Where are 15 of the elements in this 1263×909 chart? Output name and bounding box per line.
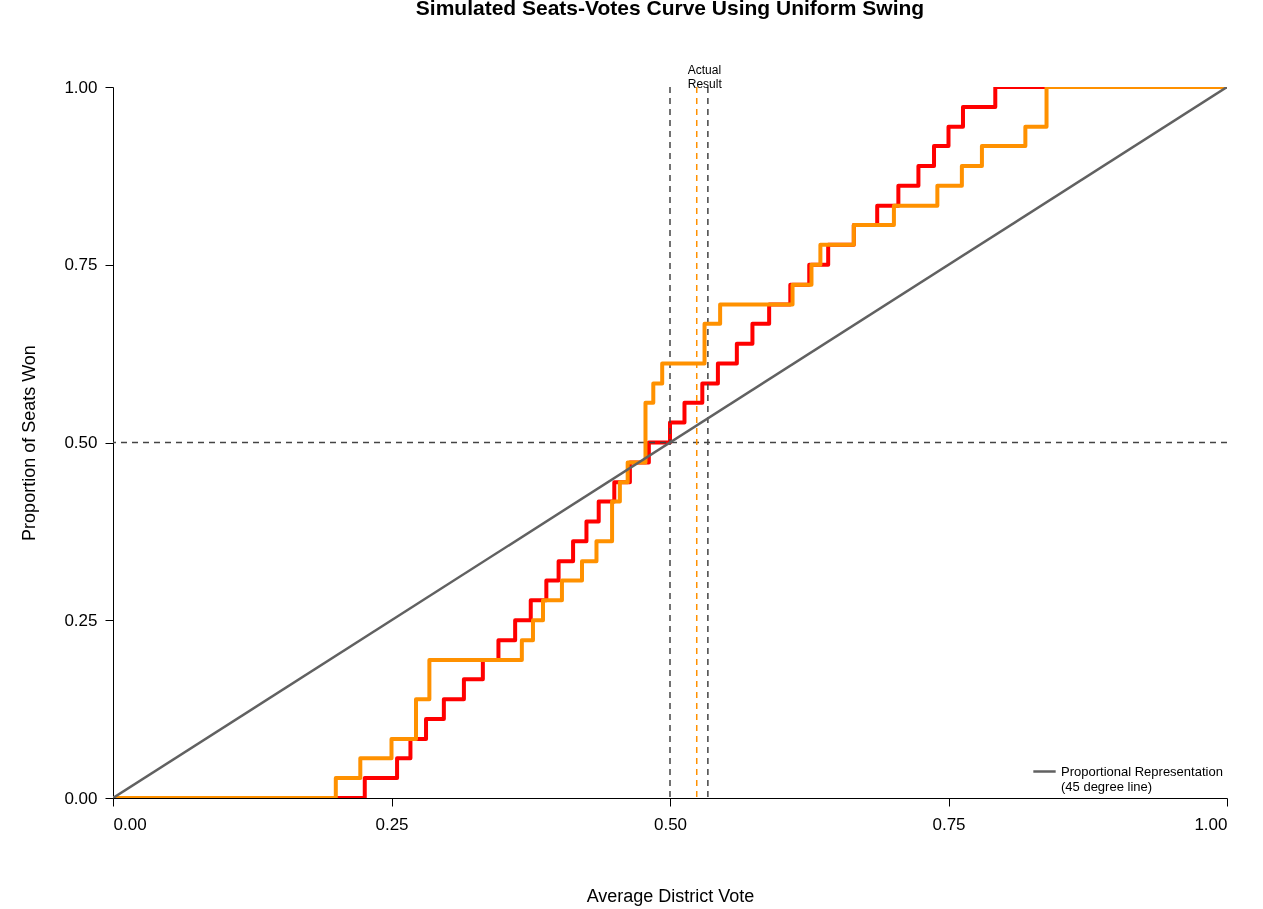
x-axis-title: Average District Vote bbox=[586, 885, 755, 906]
y-tick-label: 0.25 bbox=[64, 610, 98, 630]
legend-label: Proportional Representation (45 degree line) bbox=[1061, 763, 1223, 794]
y-tick-label: 0.50 bbox=[64, 433, 98, 452]
y-axis-title: Proportion of Seats Won bbox=[19, 345, 40, 541]
x-tick-label: 1.00 bbox=[1194, 814, 1228, 834]
x-tick-label: 0.50 bbox=[653, 814, 688, 834]
x-tick-label: 0.00 bbox=[113, 814, 147, 834]
y-tick-label: 1.00 bbox=[64, 77, 98, 97]
x-tick-label: 0.75 bbox=[932, 814, 966, 834]
x-tick-label: 0.25 bbox=[375, 814, 409, 834]
y-tick-label: 0.75 bbox=[64, 255, 98, 275]
y-tick-label: 0.00 bbox=[64, 788, 98, 808]
ref-line-label: Actual Result bbox=[687, 63, 723, 91]
chart-title: Simulated Seats-Votes Curve Using Uniform Swing bbox=[415, 0, 925, 19]
